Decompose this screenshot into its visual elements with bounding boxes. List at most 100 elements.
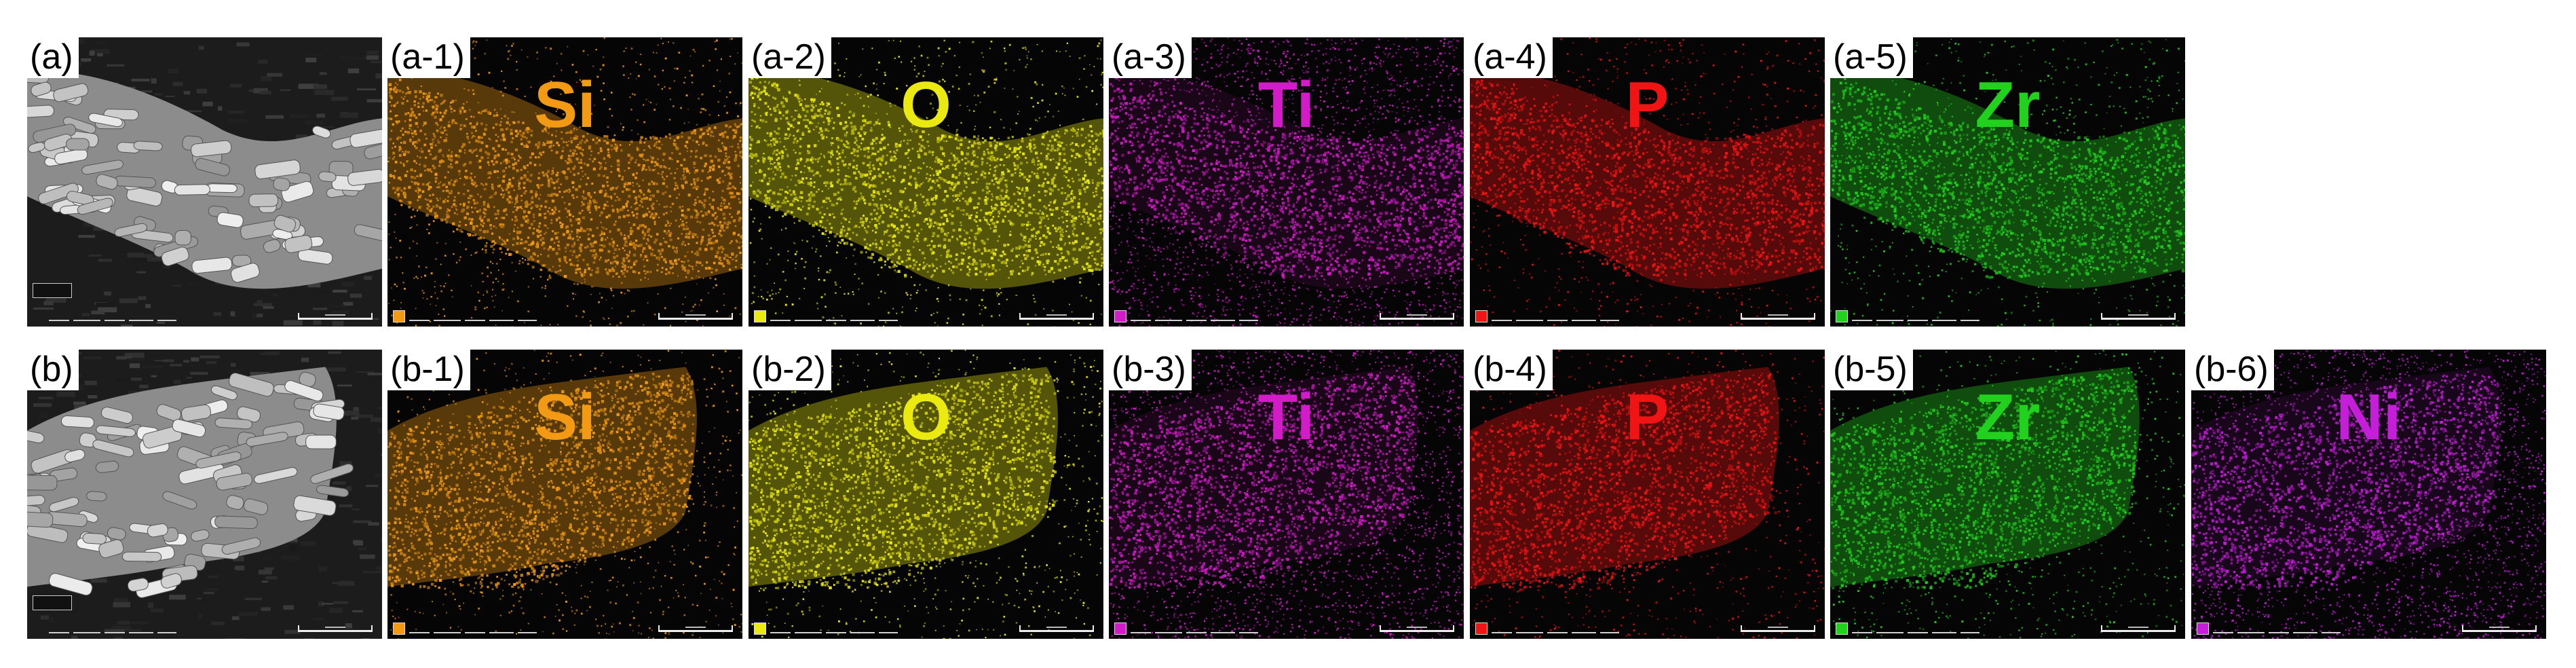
- element-color-swatch: [2197, 623, 2209, 635]
- sem-micrograph: [27, 350, 382, 639]
- panel-label: (b): [27, 350, 79, 390]
- acquisition-info-strip: [49, 627, 185, 633]
- panel-b-5: (b-5) Zr: [1830, 350, 2185, 639]
- element-map-image: [749, 350, 1103, 639]
- sem-micrograph: [27, 37, 382, 327]
- scale-bar: [298, 313, 373, 320]
- panel-label: (b-4): [1470, 350, 1553, 390]
- element-symbol: O: [749, 384, 1103, 451]
- micrograph-footer: [2197, 621, 2541, 635]
- panel-a-2: (a-2) O: [749, 37, 1103, 327]
- acquisition-info-strip: [1852, 314, 1988, 321]
- micrograph-footer: [1114, 309, 1458, 322]
- acquisition-info-strip: [1492, 627, 1627, 633]
- element-symbol: Si: [387, 71, 742, 139]
- panel-b-1: (b-1) Si: [387, 350, 742, 639]
- micrograph-footer: [754, 309, 1098, 322]
- panel-label: (a-4): [1470, 37, 1553, 78]
- element-color-swatch: [754, 310, 766, 322]
- scale-bar: [1741, 625, 1815, 632]
- element-color-swatch: [393, 623, 405, 635]
- element-map-image: [387, 37, 742, 327]
- scale-bar: [2101, 625, 2176, 632]
- micrograph-footer: [754, 621, 1098, 635]
- panel-label: (b-1): [387, 350, 470, 390]
- micrograph-footer: [1475, 309, 1819, 322]
- scale-bar: [298, 625, 373, 632]
- element-map-image: [1109, 37, 1464, 327]
- element-color-swatch: [754, 623, 766, 635]
- panel-a-4: (a-4) P: [1470, 37, 1825, 327]
- element-symbol: P: [1470, 71, 1825, 139]
- panel-b-3: (b-3) Ti: [1109, 350, 1464, 639]
- panel-label: (a): [27, 37, 79, 78]
- scale-bar: [658, 625, 733, 632]
- element-symbol: Ti: [1109, 71, 1464, 139]
- element-symbol: Ni: [2191, 384, 2546, 451]
- acquisition-info-strip: [409, 314, 545, 321]
- scale-bar: [1019, 625, 1094, 632]
- element-symbol: Zr: [1830, 71, 2185, 139]
- scale-bar: [1741, 313, 1815, 320]
- element-map-image: [1470, 37, 1825, 327]
- panel-a: (a): [27, 37, 382, 327]
- acquisition-info-strip: [409, 627, 545, 633]
- element-color-swatch: [1836, 310, 1848, 322]
- panel-label: (a-1): [387, 37, 470, 78]
- panel-a-1: (a-1) Si: [387, 37, 742, 327]
- panel-b-6: (b-6) Ni: [2191, 350, 2546, 639]
- acquisition-info-strip: [1852, 627, 1988, 633]
- micrograph-footer: [1114, 621, 1458, 635]
- panel-b: (b): [27, 350, 382, 639]
- micrograph-footer: [1836, 309, 2180, 322]
- acquisition-info-strip: [1131, 314, 1266, 321]
- element-map-image: [1830, 37, 2185, 327]
- panel-label: (b-2): [749, 350, 831, 390]
- acquisition-info-strip: [1492, 314, 1627, 321]
- acquisition-info-strip: [49, 314, 185, 321]
- acquisition-info-strip: [770, 314, 906, 321]
- element-symbol: P: [1470, 384, 1825, 451]
- acquisition-info-strip: [1131, 627, 1266, 633]
- acquisition-info-strip: [2213, 627, 2349, 633]
- scale-bar: [1380, 625, 1454, 632]
- panel-a-3: (a-3) Ti: [1109, 37, 1464, 327]
- micrograph-footer: [33, 283, 377, 322]
- scale-bar: [658, 313, 733, 320]
- panel-label: (b-5): [1830, 350, 1913, 390]
- detector-chip: [33, 283, 72, 298]
- panel-label: (a-5): [1830, 37, 1913, 78]
- panel-b-2: (b-2) O: [749, 350, 1103, 639]
- micrograph-footer: [393, 621, 737, 635]
- panel-label: (a-2): [749, 37, 831, 78]
- element-color-swatch: [393, 310, 405, 322]
- panel-label: (b-3): [1109, 350, 1192, 390]
- scale-bar: [1019, 313, 1094, 320]
- scale-bar: [2101, 313, 2176, 320]
- detector-chip: [33, 595, 72, 610]
- micrograph-footer: [1836, 621, 2180, 635]
- element-color-swatch: [1836, 623, 1848, 635]
- element-symbol: Zr: [1830, 384, 2185, 451]
- scale-bar: [2462, 625, 2537, 632]
- element-color-swatch: [1114, 310, 1126, 322]
- element-map-image: [387, 350, 742, 639]
- element-color-swatch: [1475, 310, 1488, 322]
- micrograph-footer: [393, 309, 737, 322]
- element-map-image: [1470, 350, 1825, 639]
- element-map-image: [2191, 350, 2546, 639]
- element-color-swatch: [1114, 623, 1126, 635]
- panel-label: (a-3): [1109, 37, 1192, 78]
- element-map-image: [1109, 350, 1464, 639]
- scale-bar: [1380, 313, 1454, 320]
- panel-b-4: (b-4) P: [1470, 350, 1825, 639]
- micrograph-footer: [1475, 621, 1819, 635]
- element-symbol: Ti: [1109, 384, 1464, 451]
- panel-a-5: (a-5) Zr: [1830, 37, 2185, 327]
- element-color-swatch: [1475, 623, 1488, 635]
- element-map-image: [749, 37, 1103, 327]
- micrograph-footer: [33, 595, 377, 635]
- element-symbol: Si: [387, 384, 742, 451]
- element-symbol: O: [749, 71, 1103, 139]
- element-map-image: [1830, 350, 2185, 639]
